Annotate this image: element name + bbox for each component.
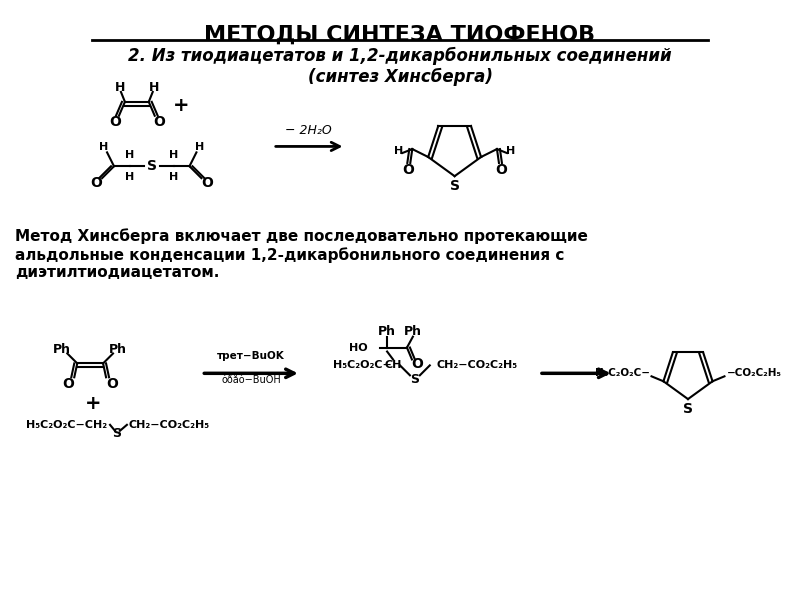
Text: Метод Хинсберга включает две последовательно протекающие
альдольные конденсации : Метод Хинсберга включает две последовате… [14, 229, 587, 280]
Text: CH₂−CO₂C₂H₅: CH₂−CO₂C₂H₅ [437, 361, 518, 370]
Text: S: S [450, 179, 460, 193]
Text: H: H [126, 172, 134, 182]
Text: H₅C₂O₂C−: H₅C₂O₂C− [594, 368, 650, 379]
Text: −CO₂C₂H₅: −CO₂C₂H₅ [726, 368, 782, 379]
Text: O: O [106, 377, 118, 391]
Text: CH₂−CO₂C₂H₅: CH₂−CO₂C₂H₅ [129, 420, 210, 430]
Text: O: O [411, 358, 423, 371]
Text: S: S [113, 427, 122, 440]
Text: Ph: Ph [404, 325, 422, 338]
Text: O: O [90, 176, 102, 190]
Text: +: + [85, 394, 102, 413]
Text: H: H [114, 82, 125, 94]
Text: H: H [126, 151, 134, 160]
Text: H₅C₂O₂C−CH₂: H₅C₂O₂C−CH₂ [26, 420, 107, 430]
Text: O: O [202, 176, 214, 190]
Text: S: S [683, 402, 693, 416]
Text: O: O [402, 163, 414, 177]
Text: H: H [169, 172, 178, 182]
Text: H: H [99, 142, 109, 152]
Text: Ph: Ph [109, 343, 127, 356]
Text: òðåò−BuOH: òðåò−BuOH [221, 375, 281, 385]
Text: H₅C₂O₂C−: H₅C₂O₂C− [334, 361, 392, 370]
Text: O: O [153, 115, 165, 128]
Text: − 2H₂O: − 2H₂O [286, 124, 332, 137]
Text: O: O [495, 163, 507, 177]
Text: S: S [146, 159, 157, 173]
Text: +: + [174, 97, 190, 115]
Text: H: H [506, 146, 515, 156]
Text: H: H [169, 151, 178, 160]
Text: Ph: Ph [378, 325, 396, 338]
Text: H: H [194, 142, 204, 152]
Text: O: O [62, 377, 74, 391]
Text: Ph: Ph [54, 343, 71, 356]
Text: 2. Из тиодиацетатов и 1,2-дикарбонильных соединений
(синтез Хинсберга): 2. Из тиодиацетатов и 1,2-дикарбонильных… [128, 46, 672, 86]
Text: H: H [149, 82, 159, 94]
Text: трет−BuOK: трет−BuOK [217, 352, 285, 361]
Text: CH: CH [384, 361, 402, 370]
Text: H: H [394, 146, 403, 156]
Text: HO: HO [349, 343, 367, 353]
Text: МЕТОДЫ СИНТЕЗА ТИОФЕНОВ: МЕТОДЫ СИНТЕЗА ТИОФЕНОВ [205, 25, 595, 44]
Text: S: S [410, 373, 419, 386]
Text: O: O [109, 115, 121, 128]
